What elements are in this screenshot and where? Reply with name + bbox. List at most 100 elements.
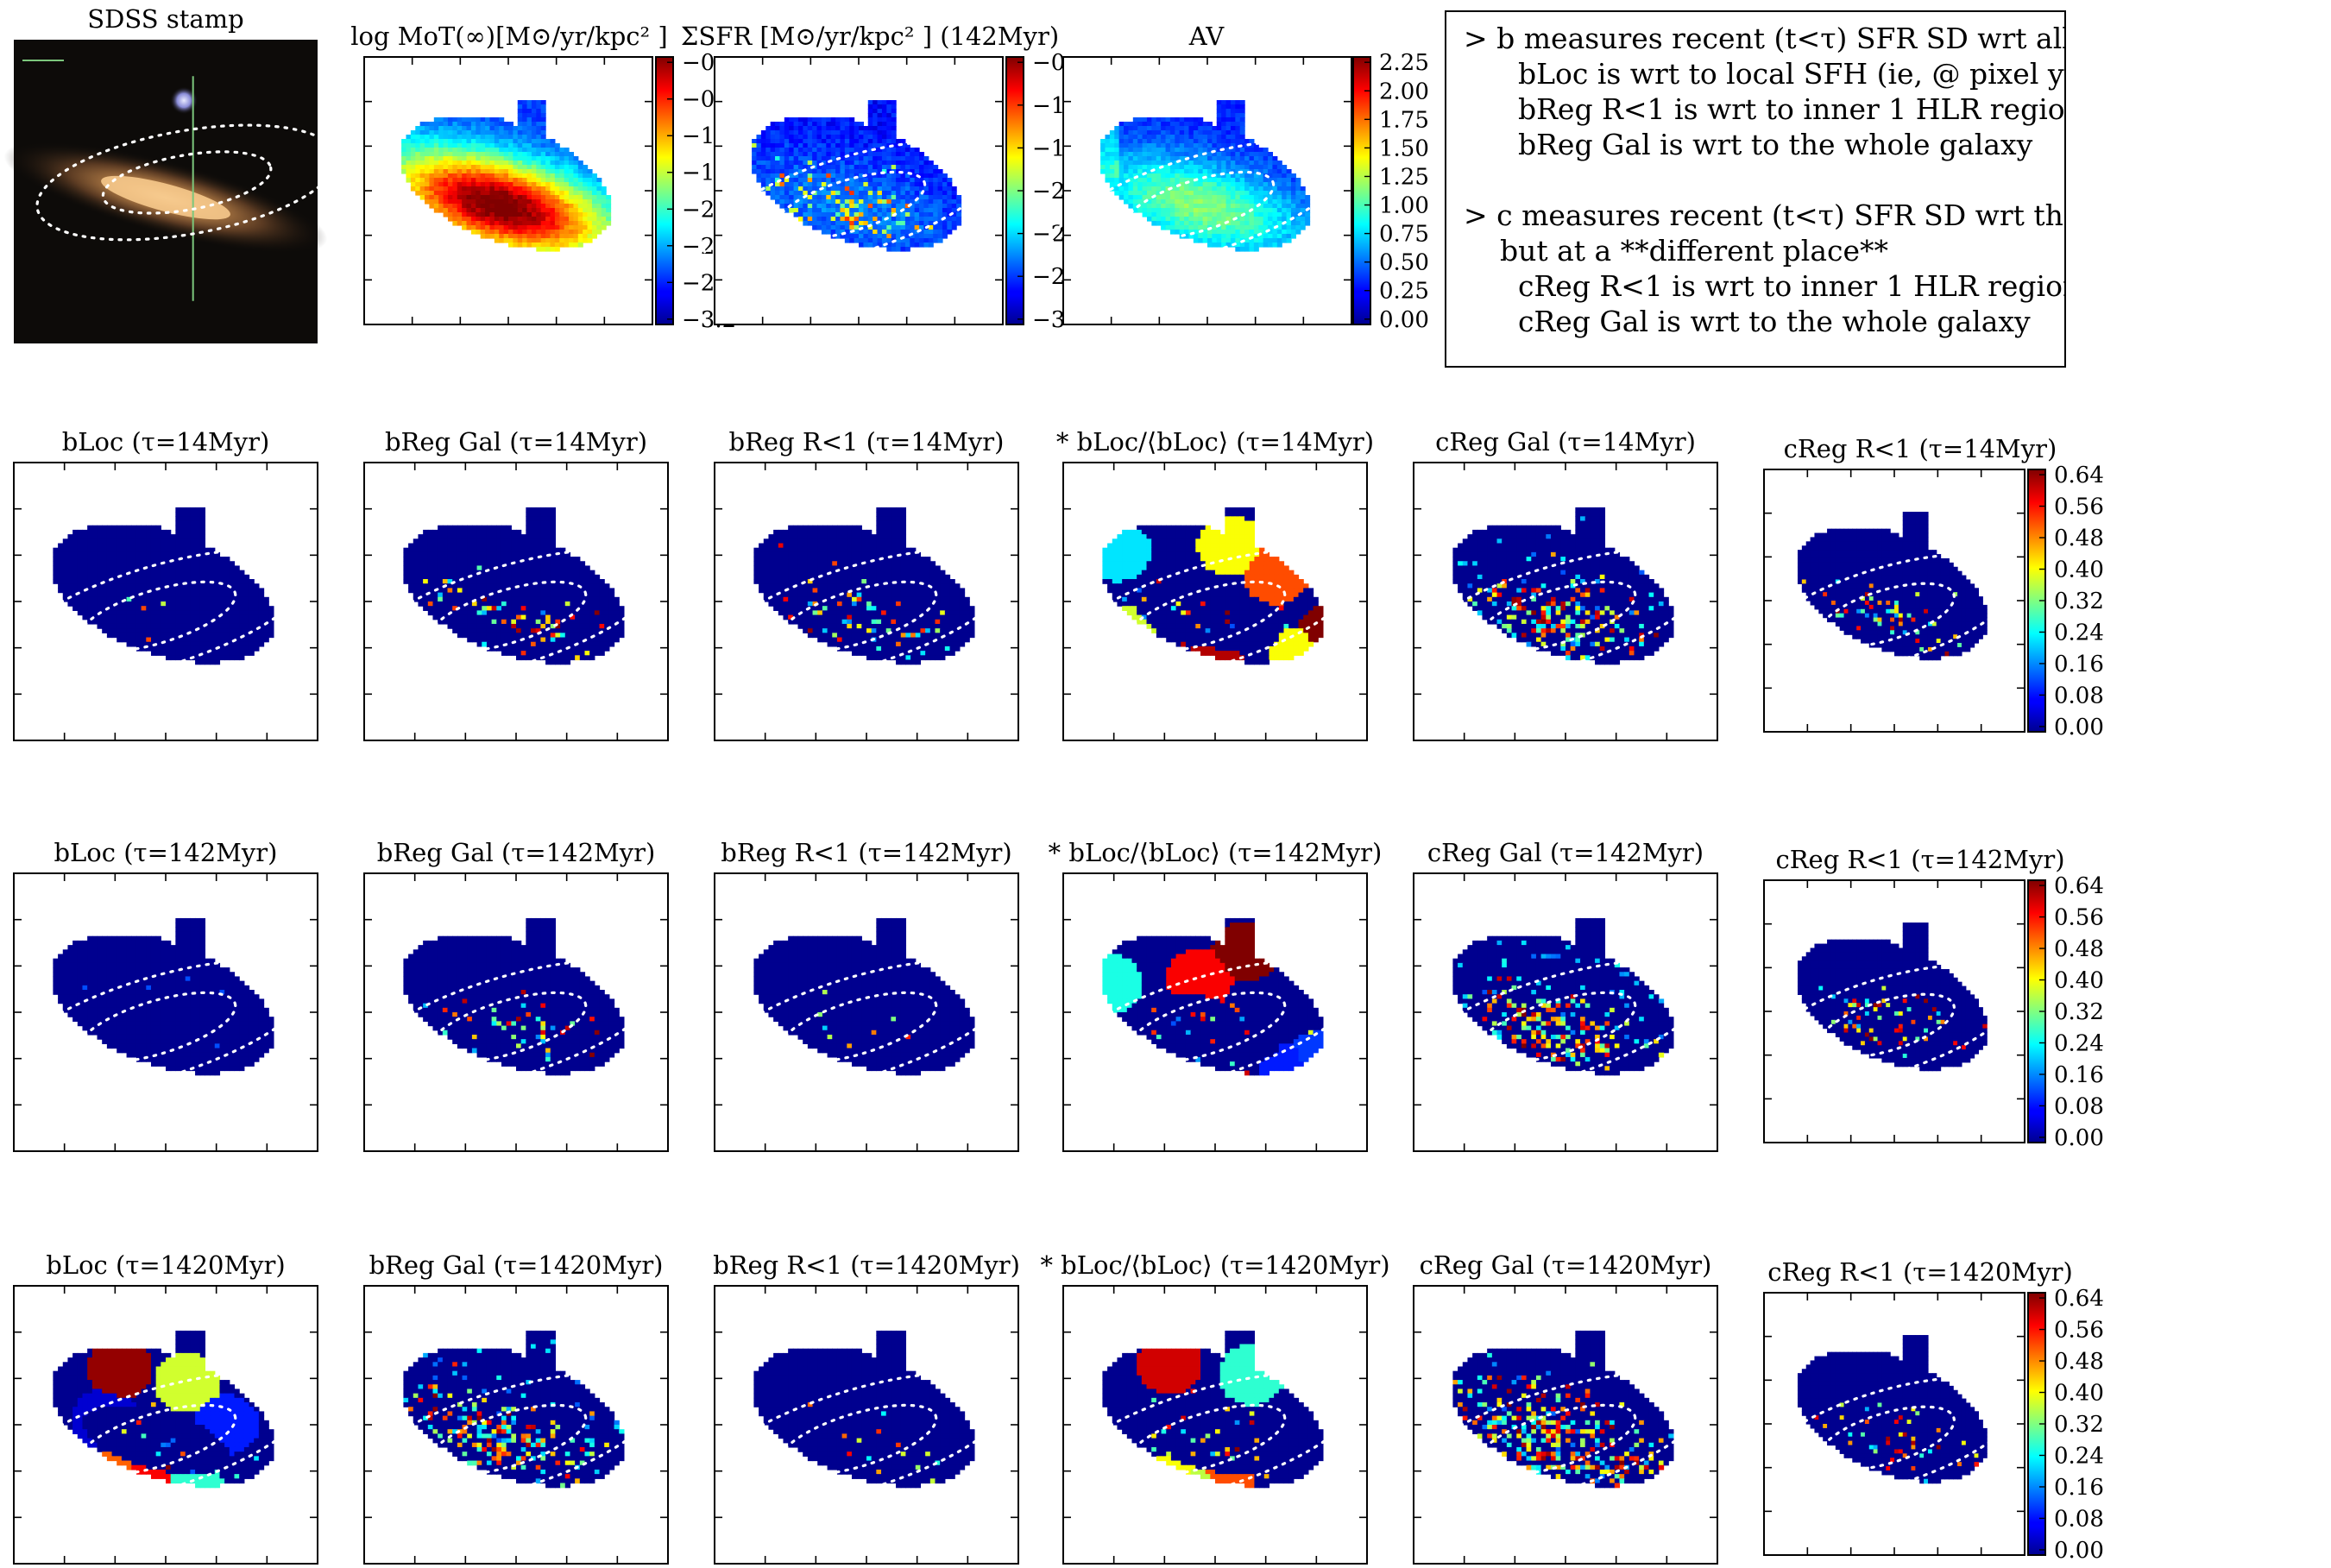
heatmap-cell bbox=[877, 109, 883, 114]
heatmap-cell bbox=[919, 234, 925, 239]
heatmap-cell bbox=[859, 152, 864, 157]
heatmap-cell bbox=[881, 208, 887, 213]
heatmap-cell bbox=[175, 551, 181, 557]
heatmap-cell bbox=[867, 143, 873, 148]
heatmap-cell bbox=[190, 565, 196, 571]
heatmap-cell bbox=[844, 195, 850, 200]
heatmap-cell bbox=[438, 538, 444, 545]
heatmap-cell bbox=[1128, 148, 1134, 153]
stamp-title: SDSS stamp bbox=[87, 4, 243, 34]
heatmap-cell bbox=[835, 173, 841, 179]
heatmap-cell bbox=[1225, 117, 1232, 123]
heatmap-cell bbox=[452, 156, 458, 161]
heatmap-cell bbox=[904, 238, 910, 243]
heatmap-cell bbox=[1114, 191, 1120, 196]
heatmap-cell bbox=[480, 156, 486, 161]
heatmap-cell bbox=[175, 614, 181, 620]
heatmap-cell bbox=[606, 208, 612, 213]
heatmap-cell bbox=[545, 195, 551, 200]
heatmap-cell bbox=[540, 191, 546, 196]
heatmap-cell bbox=[1290, 225, 1296, 230]
heatmap-cell bbox=[877, 161, 883, 166]
heatmap-cell bbox=[419, 135, 425, 140]
heatmap-cell bbox=[550, 557, 557, 562]
heatmap-cell bbox=[1179, 178, 1185, 183]
heatmap-cell bbox=[482, 570, 488, 576]
heatmap-cell bbox=[575, 588, 581, 594]
heatmap-cell bbox=[1128, 126, 1134, 131]
heatmap-cell bbox=[214, 574, 221, 580]
heatmap-cell bbox=[554, 182, 560, 187]
heatmap-cell bbox=[1221, 143, 1227, 148]
heatmap-cell bbox=[470, 186, 476, 192]
heatmap-cell bbox=[489, 212, 495, 217]
heatmap-cell bbox=[540, 122, 546, 127]
heatmap-cell bbox=[190, 538, 196, 545]
heatmap-cell bbox=[919, 195, 925, 200]
heatmap-cell bbox=[1253, 225, 1259, 230]
heatmap-cell bbox=[840, 122, 846, 127]
heatmap-cell bbox=[900, 165, 906, 170]
heatmap-cell bbox=[170, 551, 176, 557]
heatmap-cell bbox=[58, 579, 64, 584]
heatmap-cell bbox=[1156, 169, 1162, 174]
heatmap-cell bbox=[1137, 191, 1143, 196]
heatmap-cell bbox=[1263, 204, 1269, 209]
outer-hlr-ellipse bbox=[0, 548, 313, 686]
heatmap-cell bbox=[185, 543, 191, 549]
heatmap-cell bbox=[1216, 113, 1222, 118]
heatmap-cell bbox=[496, 570, 502, 576]
heatmap-cell bbox=[1188, 208, 1194, 213]
heatmap-cell bbox=[606, 204, 612, 209]
heatmap-cell bbox=[596, 221, 602, 226]
heatmap-cell bbox=[1212, 195, 1218, 200]
heatmap-cell bbox=[863, 143, 869, 148]
heatmap-cell bbox=[1235, 204, 1241, 209]
heatmap-cell bbox=[531, 592, 537, 598]
heatmap-cell bbox=[249, 606, 255, 611]
heatmap-cell bbox=[480, 135, 486, 140]
heatmap-cell bbox=[513, 238, 519, 243]
heatmap-cell bbox=[195, 651, 201, 656]
heatmap-cell bbox=[854, 130, 860, 135]
heatmap-cell bbox=[1179, 199, 1185, 205]
heatmap-cell bbox=[863, 152, 869, 157]
heatmap-cell bbox=[1151, 208, 1157, 213]
heatmap-cell bbox=[126, 574, 132, 580]
heatmap-cell bbox=[1207, 148, 1213, 153]
heatmap-cell bbox=[942, 225, 948, 230]
heatmap-cell bbox=[1146, 143, 1152, 148]
heatmap-cell bbox=[1230, 130, 1236, 135]
heatmap-cell bbox=[535, 588, 541, 594]
heatmap-cell bbox=[1198, 204, 1204, 209]
heatmap-cell bbox=[1156, 135, 1162, 140]
heatmap-cell bbox=[1216, 199, 1222, 205]
heatmap-cell bbox=[564, 225, 570, 230]
heatmap-cell bbox=[1225, 122, 1232, 127]
heatmap-cell bbox=[452, 161, 458, 166]
heatmap-cell bbox=[1216, 178, 1222, 183]
heatmap-cell bbox=[760, 182, 766, 187]
heatmap-cell bbox=[1239, 173, 1245, 179]
heatmap-cell bbox=[77, 606, 84, 611]
heatmap-cell bbox=[117, 557, 123, 562]
heatmap-cell bbox=[419, 191, 425, 196]
heatmap-cell bbox=[219, 623, 225, 629]
heatmap-cell bbox=[881, 238, 887, 243]
heatmap-cell bbox=[406, 173, 412, 179]
heatmap-cell bbox=[854, 221, 860, 226]
heatmap-cell bbox=[447, 543, 453, 549]
heatmap-cell bbox=[891, 225, 897, 230]
heatmap-cell bbox=[161, 633, 167, 639]
heatmap-cell bbox=[433, 186, 439, 192]
heatmap-cell bbox=[756, 152, 762, 157]
heatmap-cell bbox=[1142, 152, 1148, 157]
heatmap-cell bbox=[1295, 182, 1301, 187]
heatmap-cell bbox=[526, 547, 532, 553]
heatmap-cell bbox=[1230, 199, 1236, 205]
heatmap-cell bbox=[1179, 195, 1185, 200]
heatmap-cell bbox=[170, 538, 176, 545]
heatmap-cell bbox=[506, 574, 512, 580]
heatmap-cell bbox=[146, 610, 152, 616]
heatmap-cell bbox=[263, 606, 269, 611]
